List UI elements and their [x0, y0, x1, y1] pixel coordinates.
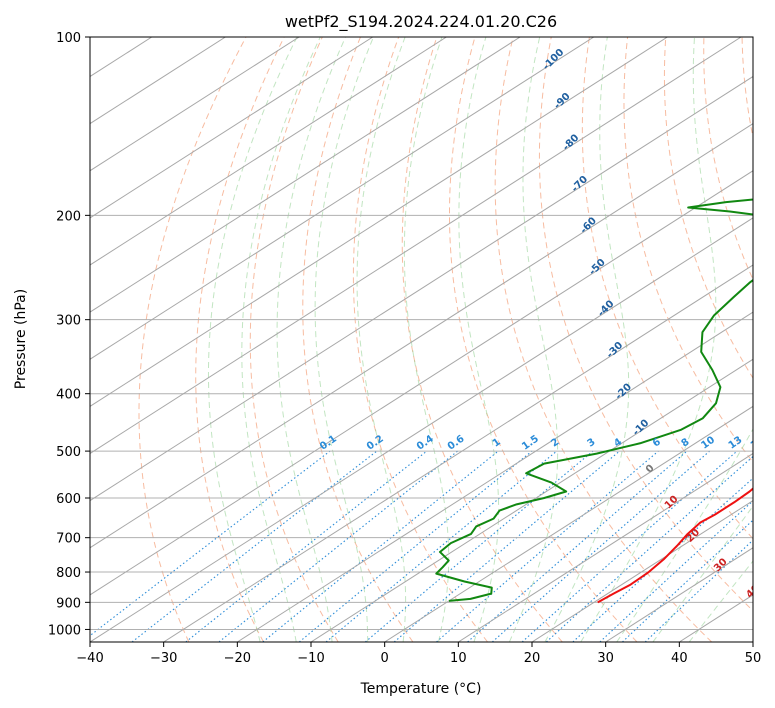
isotherm-line	[531, 500, 753, 642]
mixing-ratio-line	[325, 450, 558, 642]
dry-adiabat-line	[401, 37, 563, 642]
isotherm-line	[90, 37, 300, 172]
moist-adiabat-line	[207, 37, 298, 642]
dewpoint-profile-line	[435, 198, 753, 602]
isotherm-line	[384, 405, 753, 642]
dry-adiabat-line	[538, 37, 753, 612]
isotherm-line	[90, 37, 595, 360]
dry-adiabat-line	[623, 37, 753, 464]
isotherm-line	[90, 217, 753, 642]
x-tick-label: −10	[297, 651, 324, 666]
isotherm-line	[90, 170, 753, 596]
y-tick-label: 400	[56, 388, 81, 403]
isotherm-line	[237, 311, 753, 642]
x-tick-label: 40	[671, 651, 688, 666]
mixing-ratio-line	[467, 450, 688, 642]
y-tick-label: 500	[56, 445, 81, 460]
moist-adiabat-line	[652, 505, 753, 642]
mixing-ratio-line	[218, 450, 458, 642]
isotherm-line	[90, 37, 668, 407]
moist-adiabat-line	[241, 37, 321, 642]
mixing-ratio-line	[298, 450, 533, 642]
y-tick-label: 300	[56, 314, 81, 329]
x-tick-label: −30	[150, 651, 177, 666]
x-tick-label: −40	[76, 651, 103, 666]
dry-adiabat-line	[249, 37, 339, 642]
moist-adiabat-line	[356, 37, 407, 642]
moist-adiabat-line	[403, 37, 450, 642]
isotherm-line	[163, 264, 753, 642]
isotherm-line	[310, 358, 753, 642]
isotherm-line	[90, 37, 742, 455]
isotherm-line	[458, 452, 753, 642]
x-tick-label: 30	[597, 651, 614, 666]
mixing-ratio-line	[521, 450, 738, 642]
y-tick-label: 1000	[48, 623, 81, 638]
isotherm-line	[90, 37, 521, 313]
dry-adiabat-line	[449, 37, 638, 642]
y-tick-label: 700	[56, 532, 81, 547]
x-tick-label: −20	[224, 651, 251, 666]
dry-adiabat-line	[195, 37, 285, 642]
dry-adiabat-line	[494, 37, 713, 642]
moist-adiabat-line	[580, 37, 717, 642]
moist-adiabat-line	[616, 428, 753, 642]
dry-adiabat-line	[302, 37, 414, 642]
plot-frame	[89, 36, 754, 643]
mixing-ratio-line	[185, 450, 428, 642]
x-tick-label: 10	[450, 651, 467, 666]
isotherm-line	[90, 75, 753, 502]
x-tick-label: 0	[381, 651, 389, 666]
isotherm-line	[90, 123, 753, 549]
warm-isotherm-label: 40	[744, 583, 762, 601]
y-tick-label: 100	[56, 31, 81, 46]
x-tick-label: 50	[745, 651, 762, 666]
y-tick-label: 900	[56, 596, 81, 611]
chart-title: wetPf2_S194.2024.224.01.20.C26	[285, 12, 557, 32]
x-tick-label: 20	[524, 651, 541, 666]
dry-adiabat-line	[663, 37, 753, 380]
mixing-ratio-line	[545, 455, 753, 642]
y-tick-label: 200	[56, 209, 81, 224]
moist-adiabat-line	[688, 560, 753, 642]
grid-layer	[90, 37, 753, 642]
y-tick-label: 800	[56, 566, 81, 581]
moist-adiabat-line	[276, 37, 346, 642]
isotherm-line	[90, 37, 374, 219]
y-axis-title: Pressure (hPa)	[13, 289, 29, 389]
dry-adiabat-line	[581, 37, 753, 540]
series-layer	[435, 198, 753, 604]
moist-adiabat-line	[508, 37, 559, 642]
dry-adiabat-line	[352, 37, 489, 642]
temperature-profile-line	[597, 487, 753, 604]
mixing-ratio-line	[262, 450, 499, 642]
x-axis-title: Temperature (°C)	[360, 681, 482, 697]
axis-layer: −40 −30 −20 −10 0 10 20 30 40 50 100 200 300 400 500 60…	[48, 31, 761, 666]
moist-adiabat-line	[458, 37, 500, 642]
isotherm-line	[90, 37, 447, 266]
mixing-ratio-label: 16	[749, 435, 767, 452]
y-tick-label: 600	[56, 492, 81, 507]
moist-adiabat-line	[314, 37, 374, 642]
